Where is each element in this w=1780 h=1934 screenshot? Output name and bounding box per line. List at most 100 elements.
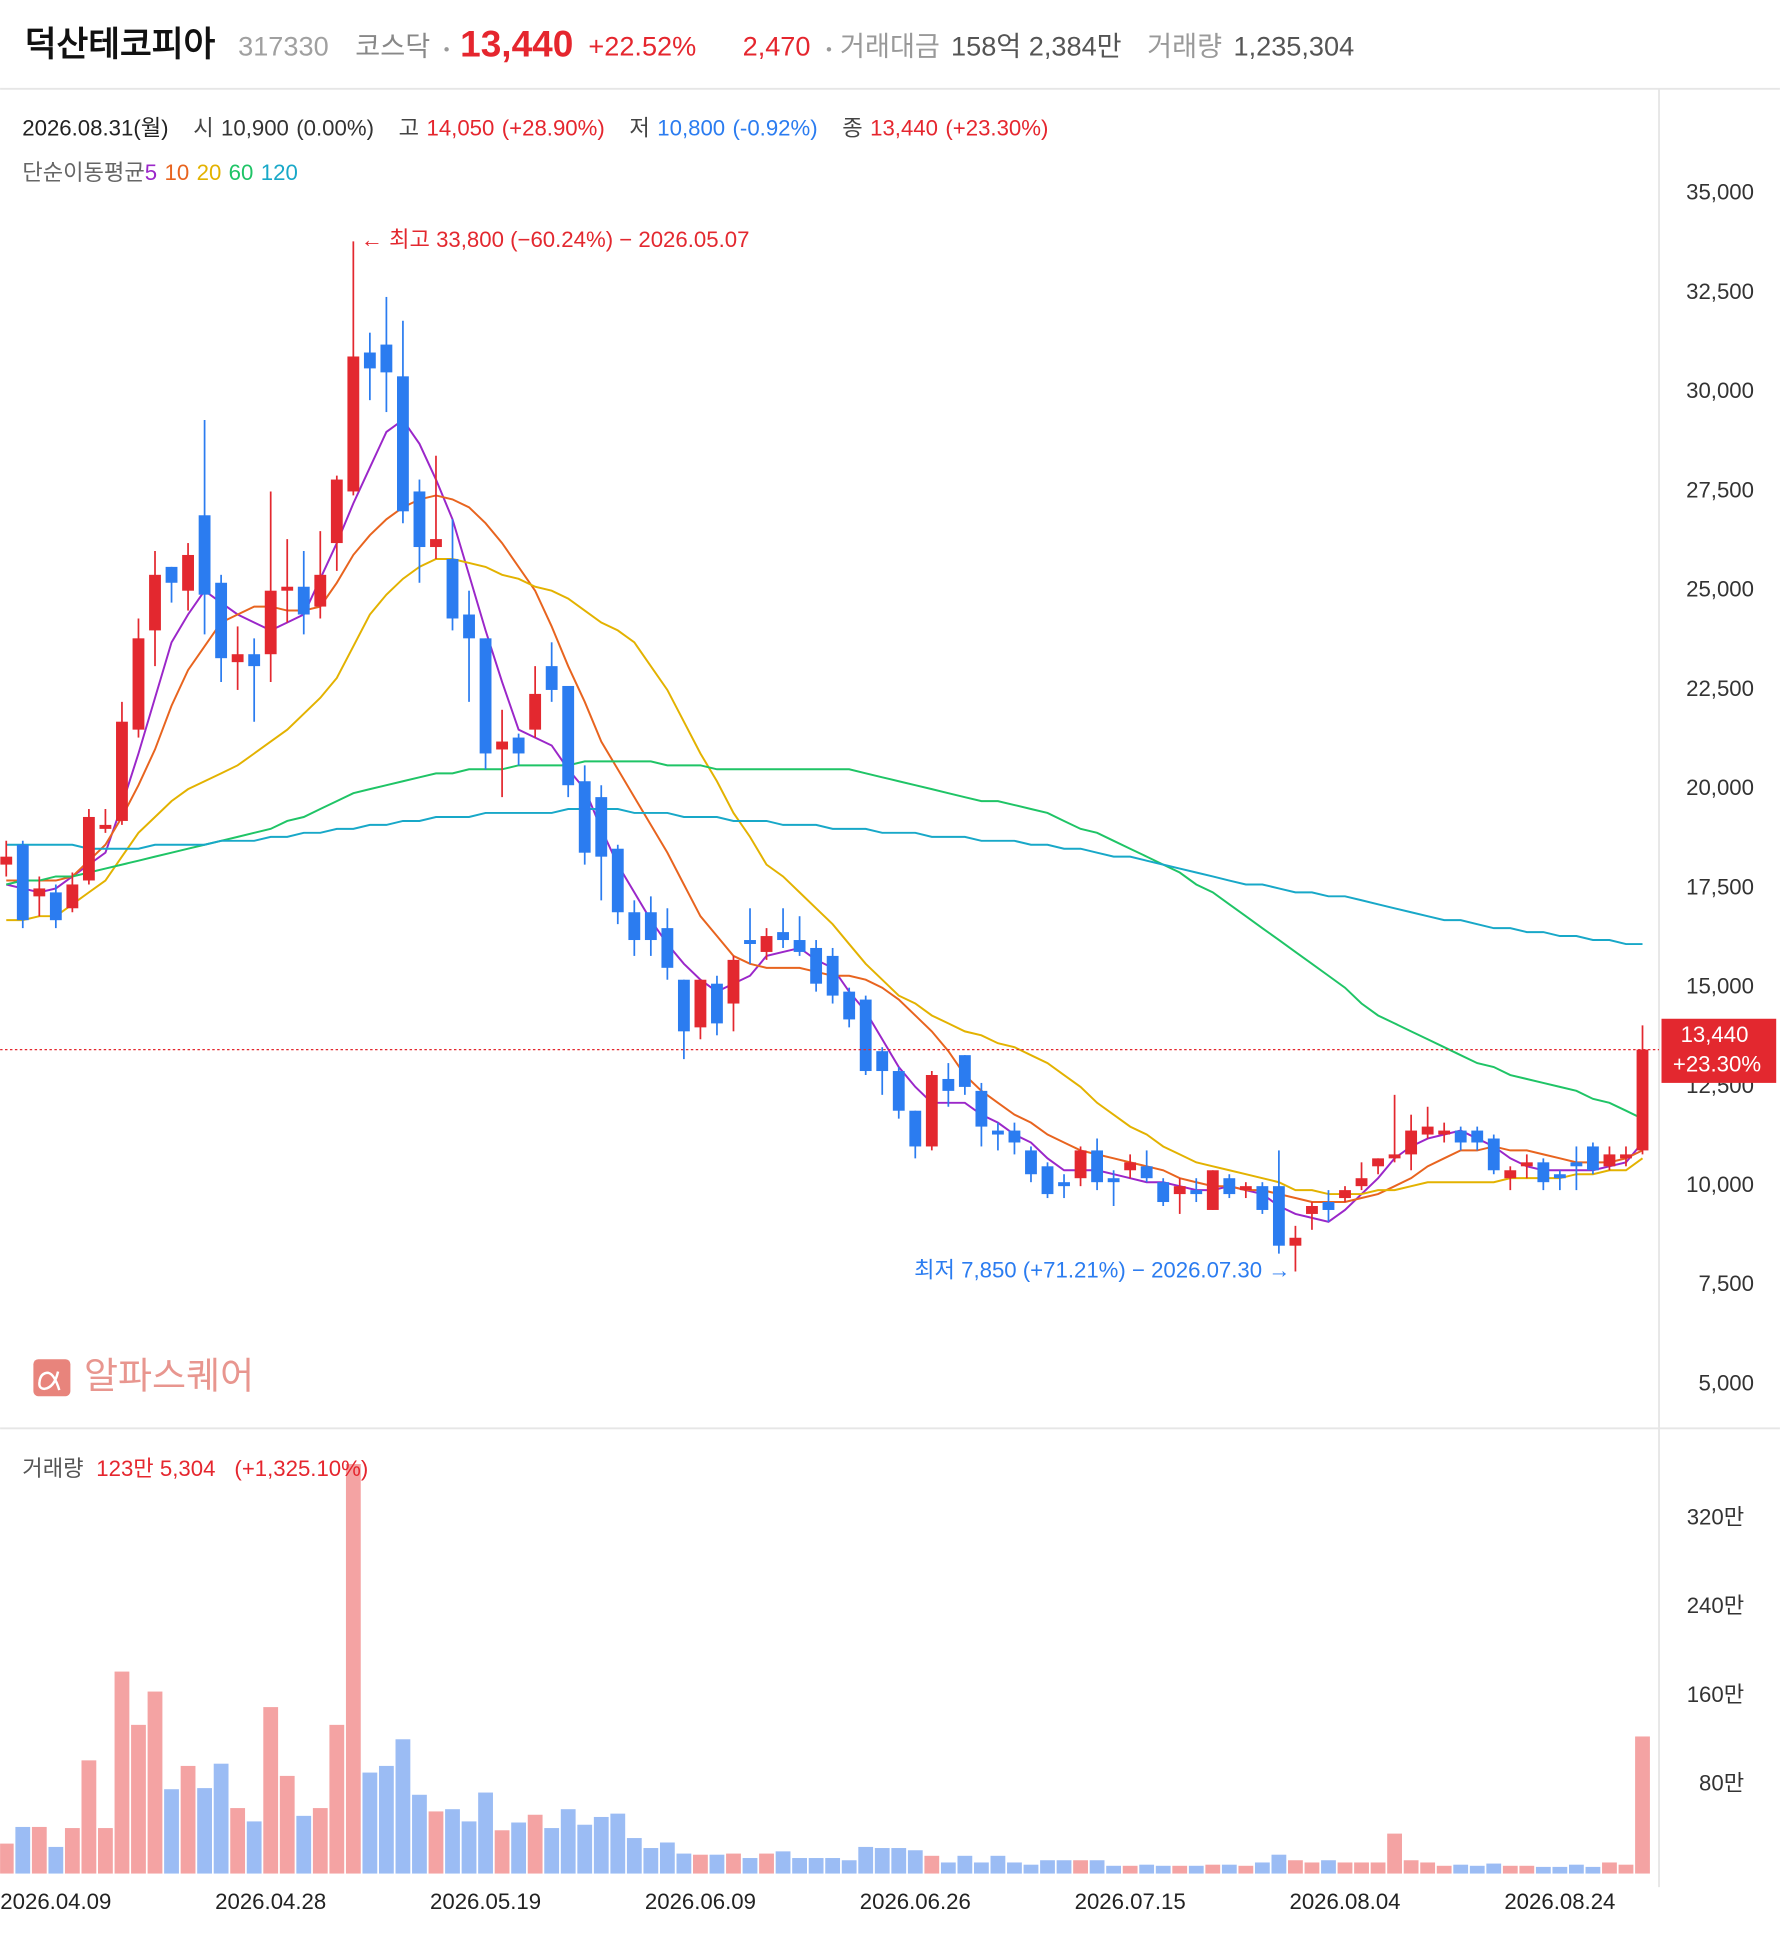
- x-tick-label: 2026.06.26: [860, 1889, 971, 1914]
- candle-body: [1421, 1126, 1434, 1135]
- stock-code: 317330: [238, 30, 329, 61]
- volume-bar: [759, 1853, 774, 1874]
- candle-body: [1041, 1166, 1054, 1195]
- candle-body: [363, 352, 376, 369]
- ma-legend-entry: 20: [197, 160, 222, 185]
- volume-bar: [1023, 1864, 1039, 1874]
- candle-body: [925, 1074, 938, 1147]
- volume-bar: [15, 1826, 31, 1874]
- candle-body: [562, 685, 575, 786]
- volume-bar: [1469, 1865, 1485, 1874]
- volume-bar: [874, 1848, 890, 1874]
- volume-bar: [494, 1830, 510, 1874]
- volume-bar: [792, 1858, 807, 1874]
- candle-body: [1173, 1186, 1186, 1195]
- candle-body: [397, 376, 409, 512]
- x-tick-label: 2026.06.09: [645, 1889, 756, 1914]
- candle-body: [446, 558, 459, 619]
- candle-body: [1091, 1150, 1104, 1183]
- separator-dot: [444, 47, 449, 52]
- candle-body: [810, 947, 823, 984]
- ma-legend-entry: 60: [229, 160, 254, 185]
- volume-value: 123만 5,304: [96, 1456, 215, 1481]
- candle-body: [314, 574, 327, 607]
- y-tick-label: 320만: [1687, 1504, 1744, 1529]
- candle-body: [843, 991, 856, 1020]
- low-annotation: 최저 7,850 (+71.21%) − 2026.07.30 →: [914, 1257, 1290, 1282]
- trading-value: 158억 2,384만: [951, 30, 1122, 61]
- candle-body: [744, 940, 756, 944]
- volume-bar: [891, 1848, 907, 1874]
- candle-body: [793, 940, 806, 952]
- volume-plot: [0, 1464, 1650, 1874]
- ma-legend-title: 단순이동평균: [22, 160, 144, 185]
- y-tick-label: 240만: [1687, 1593, 1744, 1618]
- candle-body: [1157, 1182, 1170, 1203]
- volume-bar: [544, 1828, 560, 1874]
- volume-bar: [1354, 1862, 1369, 1874]
- ma-legend: 단순이동평균5 10 20 60 120: [22, 160, 298, 185]
- volume-bar: [808, 1858, 824, 1874]
- price: 13,440: [460, 24, 573, 65]
- volume-bar: [1007, 1862, 1022, 1874]
- volume-bar: [560, 1809, 576, 1874]
- candle-body: [628, 912, 641, 941]
- y-tick-label: 30,000: [1686, 378, 1754, 403]
- info-label: 시: [193, 115, 213, 140]
- volume-bar: [395, 1739, 411, 1874]
- volume-title: 거래량: [22, 1456, 83, 1481]
- moving-average-line: [6, 418, 1644, 1223]
- info-value: 10,900: [221, 115, 289, 140]
- candle-body: [711, 983, 723, 1024]
- candle-body: [1058, 1182, 1070, 1187]
- candle-body: [1405, 1130, 1418, 1155]
- candle-body: [975, 1090, 988, 1127]
- candle-body: [876, 1051, 889, 1072]
- candle-body: [1553, 1174, 1566, 1179]
- volume-bar: [643, 1848, 659, 1874]
- candle-body: [1306, 1205, 1318, 1214]
- volume-bar: [1519, 1865, 1535, 1874]
- volume-bar: [329, 1724, 345, 1874]
- moving-average-line: [6, 760, 1643, 1120]
- candle-body: [66, 884, 79, 909]
- candle-body: [578, 781, 591, 853]
- volume-bar: [1552, 1866, 1568, 1874]
- candle-body: [1372, 1158, 1384, 1167]
- candle-body: [1289, 1237, 1302, 1246]
- watermark: 알파스퀘어: [84, 1356, 254, 1397]
- candle-body: [479, 638, 492, 754]
- candle-body: [644, 912, 657, 941]
- candle-body: [49, 892, 62, 921]
- volume-bar: [1139, 1864, 1155, 1874]
- candle-body: [512, 737, 525, 754]
- volume-bar: [1635, 1736, 1650, 1874]
- volume-bar: [1056, 1860, 1072, 1874]
- candle-body: [1454, 1130, 1467, 1143]
- volume-bar: [48, 1846, 64, 1874]
- candle-body: [661, 928, 674, 968]
- candle-body: [215, 582, 228, 659]
- volume-bar: [676, 1853, 692, 1874]
- candle-body: [1124, 1162, 1137, 1171]
- candle-body: [347, 356, 360, 492]
- candle-body: [297, 586, 310, 615]
- candle-body: [529, 693, 542, 730]
- candle-body: [1223, 1178, 1236, 1195]
- candle-body: [182, 554, 194, 591]
- volume-bar: [246, 1821, 262, 1874]
- candle-body: [1504, 1170, 1517, 1179]
- candle-body: [1603, 1154, 1616, 1167]
- candle-body: [1587, 1146, 1599, 1171]
- candle-body: [777, 932, 789, 941]
- volume-bar: [841, 1860, 857, 1874]
- volume-bar: [1585, 1866, 1601, 1874]
- candle-body: [231, 654, 244, 663]
- candle-body: [1388, 1154, 1401, 1159]
- candle-body: [677, 979, 690, 1032]
- watermark-logo: [33, 1359, 71, 1397]
- candle-body: [165, 566, 178, 583]
- volume-bar: [1188, 1865, 1204, 1874]
- x-tick-label: 2026.08.04: [1289, 1889, 1400, 1914]
